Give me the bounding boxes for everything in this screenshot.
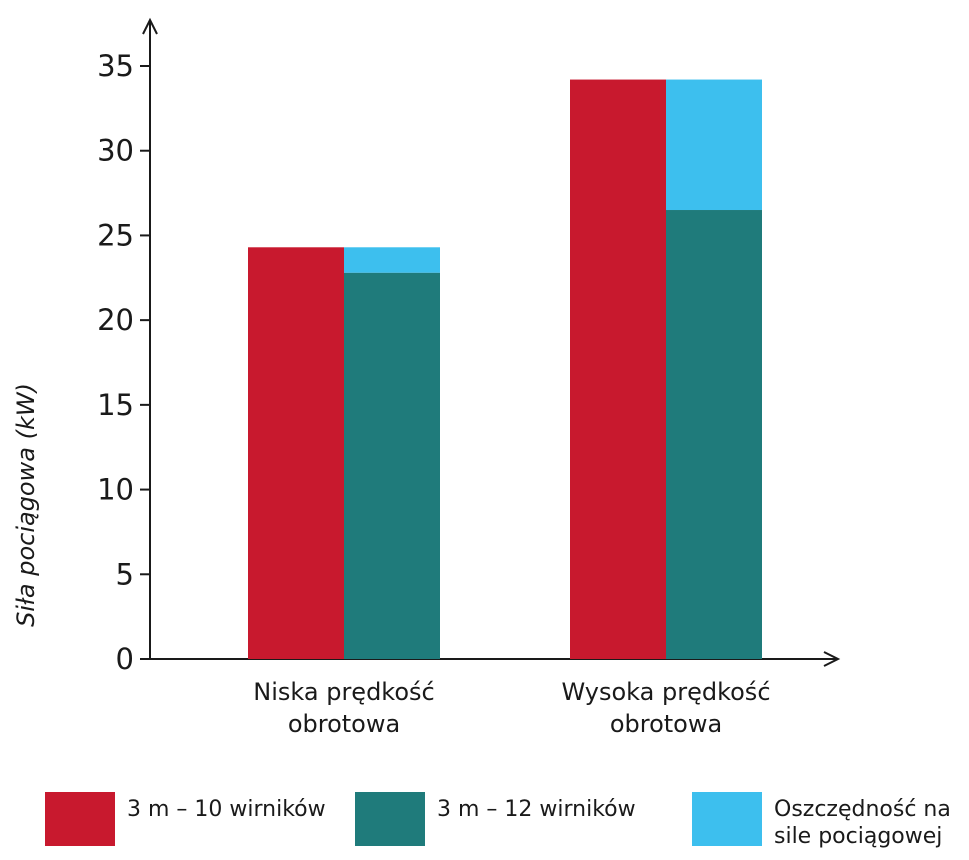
bar-12-rotors — [666, 210, 762, 659]
y-ticks: 0 5 10 15 20 25 30 35 — [97, 49, 150, 676]
bar-10-rotors — [248, 247, 344, 659]
x-categories: Niska prędkość obrotowa Wysoka prędkość obr… — [253, 678, 770, 738]
legend-swatch-12-rotors — [355, 792, 425, 846]
legend-label-savings: Oszczędność na sile pociągowej — [774, 797, 951, 849]
x-category-label-line: Niska prędkość — [253, 678, 434, 706]
y-axis-label: Siła pociągowa (kW) — [12, 383, 40, 627]
legend-label-12-rotors: 3 m – 12 wirników — [437, 797, 636, 822]
bars — [248, 79, 762, 660]
y-tick-label: 15 — [97, 388, 134, 422]
bar-12-rotors — [344, 272, 440, 659]
legend-swatch-savings — [692, 792, 762, 846]
y-tick-label: 10 — [97, 473, 134, 507]
legend: 3 m – 10 wirników 3 m – 12 wirników Oszc… — [0, 792, 969, 860]
x-category-label: Wysoka prędkość obrotowa — [561, 678, 770, 738]
y-tick-label: 0 — [116, 642, 134, 676]
y-tick-label: 20 — [97, 303, 134, 337]
x-category-label-line: obrotowa — [288, 710, 400, 738]
y-tick-label: 35 — [97, 49, 134, 83]
legend-item-12-rotors: 3 m – 12 wirników — [355, 792, 636, 846]
y-tick-label: 30 — [97, 134, 134, 168]
legend-label-10-rotors: 3 m – 10 wirników — [127, 797, 326, 822]
x-category-label-line: Wysoka prędkość — [561, 678, 770, 706]
bar-savings — [666, 79, 762, 211]
bar-10-rotors — [570, 79, 666, 660]
y-tick-label: 5 — [116, 557, 134, 591]
y-axis-arrow — [142, 17, 158, 35]
legend-swatch-10-rotors — [45, 792, 115, 846]
x-axis-arrow — [823, 651, 841, 667]
y-tick-label: 25 — [97, 218, 134, 252]
x-category-label-line: obrotowa — [610, 710, 722, 738]
x-category-label: Niska prędkość obrotowa — [253, 678, 434, 738]
bar-savings — [344, 247, 440, 273]
legend-item-10-rotors: 3 m – 10 wirników — [45, 792, 326, 846]
legend-item-savings: Oszczędność na sile pociągowej — [692, 792, 951, 850]
